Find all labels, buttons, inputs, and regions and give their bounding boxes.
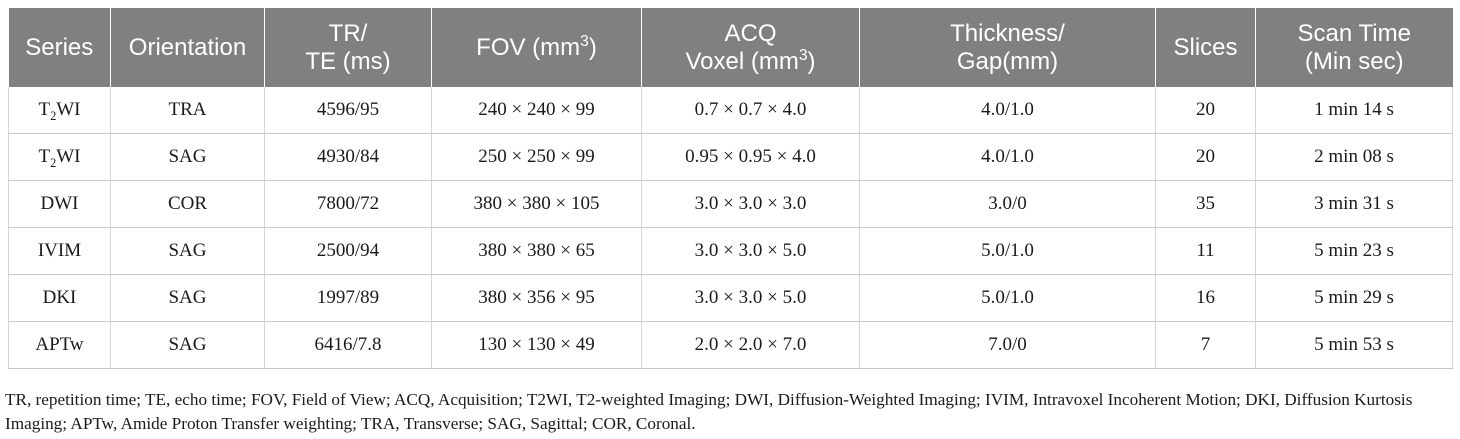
- table-row: T2WI SAG 4930/84 250 × 250 × 99 0.95 × 0…: [8, 133, 1453, 181]
- cell-tr-te: 6416/7.8: [264, 321, 432, 369]
- series-subscript: 2: [50, 155, 57, 170]
- cell-tr-te: 7800/72: [264, 180, 432, 228]
- header-row: Series Orientation TR/ TE (ms) FOV (mm3)…: [8, 8, 1453, 87]
- table-row: DWI COR 7800/72 380 × 380 × 105 3.0 × 3.…: [8, 180, 1453, 228]
- cell-thickness-gap: 3.0/0: [859, 180, 1156, 228]
- cell-voxel: 3.0 × 3.0 × 5.0: [641, 274, 860, 322]
- header-orientation-label: Orientation: [128, 33, 247, 61]
- sequence-parameters-table: Series Orientation TR/ TE (ms) FOV (mm3)…: [8, 8, 1453, 369]
- cell-thickness-gap: 7.0/0: [859, 321, 1156, 369]
- header-scan-line2: (Min sec): [1304, 47, 1404, 75]
- cell-series: DWI: [8, 180, 111, 228]
- table-footnote: TR, repetition time; TE, echo time; FOV,…: [5, 390, 1413, 433]
- header-orientation: Orientation: [110, 8, 265, 87]
- cell-tr-te: 4596/95: [264, 87, 432, 134]
- cell-fov: 130 × 130 × 49: [431, 321, 642, 369]
- cell-series: IVIM: [8, 227, 111, 275]
- cell-orientation: TRA: [110, 87, 265, 134]
- cell-series: T2WI: [8, 133, 111, 181]
- cell-tr-te: 1997/89: [264, 274, 432, 322]
- header-tr-te: TR/ TE (ms): [264, 8, 432, 87]
- header-scan-time: Scan Time (Min sec): [1255, 8, 1453, 87]
- header-acq-line1: ACQ: [724, 19, 777, 47]
- series-prefix: T: [38, 146, 51, 167]
- cell-scan-time: 3 min 31 s: [1255, 180, 1453, 228]
- header-series-label: Series: [25, 33, 94, 61]
- header-acq-superscript: 3: [798, 46, 808, 64]
- header-slices-label: Slices: [1173, 33, 1238, 61]
- header-scan-line1: Scan Time: [1297, 19, 1411, 47]
- cell-fov: 380 × 380 × 65: [431, 227, 642, 275]
- header-thickness-gap: Thickness/ Gap(mm): [859, 8, 1156, 87]
- cell-thickness-gap: 4.0/1.0: [859, 133, 1156, 181]
- header-fov-superscript: 3: [580, 32, 589, 50]
- series-suffix: WI: [56, 99, 81, 120]
- header-acq-label: Voxel (mm: [685, 47, 799, 75]
- cell-slices: 35: [1155, 180, 1256, 228]
- header-tr-line2: TE (ms): [305, 47, 391, 75]
- cell-scan-time: 5 min 29 s: [1255, 274, 1453, 322]
- header-fov: FOV (mm3): [431, 8, 642, 87]
- series-subscript: 2: [50, 108, 57, 123]
- cell-voxel: 0.7 × 0.7 × 4.0: [641, 87, 860, 134]
- cell-orientation: COR: [110, 180, 265, 228]
- cell-scan-time: 1 min 14 s: [1255, 87, 1453, 134]
- series-prefix: T: [38, 99, 51, 120]
- cell-thickness-gap: 5.0/1.0: [859, 274, 1156, 322]
- cell-voxel: 2.0 × 2.0 × 7.0: [641, 321, 860, 369]
- cell-voxel: 0.95 × 0.95 × 4.0: [641, 133, 860, 181]
- cell-scan-time: 5 min 23 s: [1255, 227, 1453, 275]
- cell-tr-te: 2500/94: [264, 227, 432, 275]
- cell-slices: 20: [1155, 133, 1256, 181]
- table-header: Series Orientation TR/ TE (ms) FOV (mm3)…: [8, 8, 1453, 87]
- cell-fov: 250 × 250 × 99: [431, 133, 642, 181]
- table-row: APTw SAG 6416/7.8 130 × 130 × 49 2.0 × 2…: [8, 321, 1453, 369]
- cell-orientation: SAG: [110, 227, 265, 275]
- header-tr-line1: TR/: [328, 19, 368, 47]
- cell-slices: 20: [1155, 87, 1256, 134]
- cell-voxel: 3.0 × 3.0 × 5.0: [641, 227, 860, 275]
- cell-slices: 16: [1155, 274, 1256, 322]
- header-series: Series: [8, 8, 111, 87]
- cell-slices: 11: [1155, 227, 1256, 275]
- cell-fov: 240 × 240 × 99: [431, 87, 642, 134]
- table-row: DKI SAG 1997/89 380 × 356 × 95 3.0 × 3.0…: [8, 274, 1453, 322]
- cell-series: APTw: [8, 321, 111, 369]
- table-row: IVIM SAG 2500/94 380 × 380 × 65 3.0 × 3.…: [8, 227, 1453, 275]
- header-acq-line2: Voxel (mm3): [648, 46, 853, 76]
- header-thickness-line1: Thickness/: [950, 19, 1065, 47]
- cell-series: DKI: [8, 274, 111, 322]
- cell-tr-te: 4930/84: [264, 133, 432, 181]
- header-acq-close: ): [807, 47, 816, 75]
- sequence-parameters-table-container: Series Orientation TR/ TE (ms) FOV (mm3)…: [8, 8, 1453, 369]
- cell-fov: 380 × 380 × 105: [431, 180, 642, 228]
- header-fov-label: FOV (mm: [476, 33, 581, 61]
- cell-slices: 7: [1155, 321, 1256, 369]
- table-row: T2WI TRA 4596/95 240 × 240 × 99 0.7 × 0.…: [8, 87, 1453, 134]
- header-thickness-line2: Gap(mm): [956, 47, 1059, 75]
- cell-scan-time: 2 min 08 s: [1255, 133, 1453, 181]
- cell-series: T2WI: [8, 87, 111, 134]
- series-suffix: WI: [56, 146, 81, 167]
- cell-scan-time: 5 min 53 s: [1255, 321, 1453, 369]
- cell-thickness-gap: 5.0/1.0: [859, 227, 1156, 275]
- cell-orientation: SAG: [110, 321, 265, 369]
- cell-thickness-gap: 4.0/1.0: [859, 87, 1156, 134]
- header-slices: Slices: [1155, 8, 1256, 87]
- cell-fov: 380 × 356 × 95: [431, 274, 642, 322]
- header-fov-close: ): [588, 33, 597, 61]
- cell-voxel: 3.0 × 3.0 × 3.0: [641, 180, 860, 228]
- cell-orientation: SAG: [110, 274, 265, 322]
- header-acq-voxel: ACQ Voxel (mm3): [641, 8, 860, 87]
- table-body: T2WI TRA 4596/95 240 × 240 × 99 0.7 × 0.…: [8, 87, 1453, 369]
- cell-orientation: SAG: [110, 133, 265, 181]
